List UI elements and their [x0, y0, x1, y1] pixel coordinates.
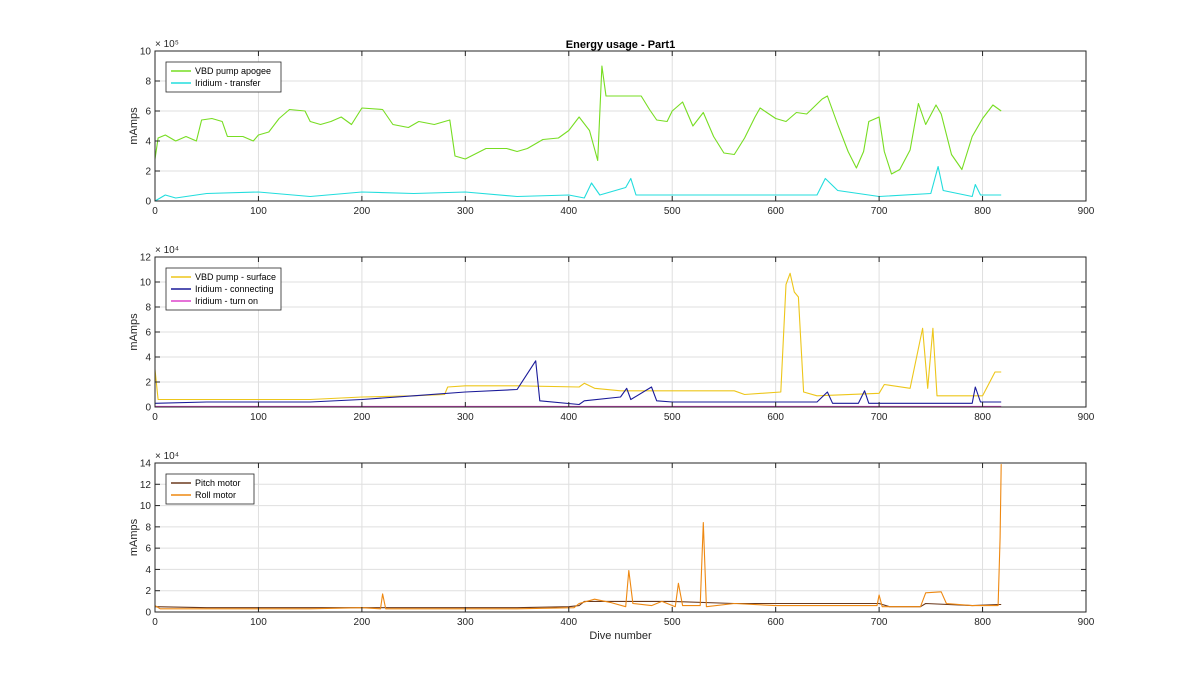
y-tick-label: 4	[145, 353, 151, 364]
y-tick-label: 10	[140, 501, 152, 512]
x-tick-label: 200	[354, 206, 371, 217]
y-axis-label: mAmps	[128, 107, 140, 145]
panel-3: 0 100 200 300 400 500 600 700 800 900 0 2 4 6 8 10 12 14×…	[128, 451, 1095, 642]
x-tick-label: 700	[871, 617, 888, 628]
y-tick-label: 8	[145, 303, 151, 314]
x-tick-label: 800	[974, 412, 991, 423]
plot-area	[155, 51, 1086, 201]
x-tick-label: 600	[767, 617, 784, 628]
x-tick-label: 300	[457, 617, 474, 628]
x-tick-label: 400	[560, 617, 577, 628]
y-tick-label: 6	[145, 544, 151, 555]
legend-entry: Iridium - connecting	[195, 284, 274, 294]
panel-2: 0 100 200 300 400 500 600 700 800 900 0 2 4 6 8 10 12× 1…	[128, 245, 1095, 423]
panel-1: 0 100 200 300 400 500 600 700 800 900 0 2 4 6 8 10× 10⁵…	[128, 39, 1095, 217]
y-exponent-label: × 10⁵	[155, 39, 179, 50]
y-tick-label: 2	[145, 378, 151, 389]
legend-entry: Roll motor	[195, 490, 236, 500]
x-tick-label: 600	[767, 412, 784, 423]
x-tick-label: 100	[250, 617, 267, 628]
x-tick-label: 200	[354, 412, 371, 423]
x-tick-label: 600	[767, 206, 784, 217]
series-line-iridium-connecting	[154, 360, 1002, 406]
x-tick-label: 900	[1078, 617, 1095, 628]
x-tick-label: 800	[974, 617, 991, 628]
series-line-roll-motor	[154, 464, 1002, 610]
y-tick-label: 6	[145, 107, 151, 118]
x-tick-label: 700	[871, 206, 888, 217]
y-tick-label: 8	[145, 77, 151, 88]
y-tick-label: 8	[145, 522, 151, 533]
legend: VBD pump - surface Iridium - connecting Ir…	[165, 267, 282, 311]
x-tick-label: 0	[152, 412, 158, 423]
legend: VBD pump apogee Iridium - transfer	[165, 61, 282, 93]
y-exponent-label: × 10⁴	[155, 451, 179, 462]
x-tick-label: 300	[457, 412, 474, 423]
axes-frame	[154, 50, 1087, 202]
legend-entry: VBD pump - surface	[195, 272, 276, 282]
legend: Pitch motor Roll motor	[165, 473, 255, 505]
series-line-iridium-transfer	[154, 165, 1002, 202]
y-axis-label: mAmps	[128, 518, 140, 556]
legend-entry: Iridium - transfer	[195, 78, 261, 88]
y-exponent-label: × 10⁴	[155, 245, 179, 256]
x-tick-label: 900	[1078, 206, 1095, 217]
y-tick-label: 14	[140, 459, 152, 470]
chart-title: Energy usage - Part1	[566, 39, 675, 51]
y-tick-label: 0	[145, 608, 151, 619]
x-tick-label: 900	[1078, 412, 1095, 423]
x-tick-label: 500	[664, 412, 681, 423]
y-tick-label: 2	[145, 586, 151, 597]
x-tick-label: 300	[457, 206, 474, 217]
series-line-vbd-pump-apogee	[154, 65, 1002, 175]
x-tick-label: 0	[152, 617, 158, 628]
x-axis-label: Dive number	[589, 630, 652, 642]
x-tick-label: 0	[152, 206, 158, 217]
y-tick-label: 4	[145, 137, 151, 148]
y-tick-label: 12	[140, 480, 152, 491]
y-tick-label: 2	[145, 167, 151, 178]
plot-area	[155, 463, 1086, 612]
x-tick-label: 200	[354, 617, 371, 628]
legend-entry: VBD pump apogee	[195, 66, 271, 76]
y-tick-label: 12	[140, 253, 152, 264]
x-tick-label: 100	[250, 206, 267, 217]
axes-frame	[154, 462, 1087, 613]
legend-box	[165, 473, 255, 505]
x-tick-label: 700	[871, 412, 888, 423]
x-tick-label: 400	[560, 206, 577, 217]
x-tick-label: 400	[560, 412, 577, 423]
legend-entry: Pitch motor	[195, 478, 241, 488]
y-tick-label: 4	[145, 565, 151, 576]
y-tick-label: 6	[145, 328, 151, 339]
y-tick-label: 0	[145, 197, 151, 208]
y-axis-label: mAmps	[128, 313, 140, 351]
x-tick-label: 500	[664, 206, 681, 217]
series-line-vbd-pump-surface	[154, 272, 1002, 401]
y-tick-label: 10	[140, 278, 152, 289]
legend-box	[165, 61, 282, 93]
x-tick-label: 800	[974, 206, 991, 217]
legend-entry: Iridium - turn on	[195, 296, 258, 306]
x-tick-label: 100	[250, 412, 267, 423]
x-tick-label: 500	[664, 617, 681, 628]
y-tick-label: 10	[140, 47, 152, 58]
y-tick-label: 0	[145, 403, 151, 414]
